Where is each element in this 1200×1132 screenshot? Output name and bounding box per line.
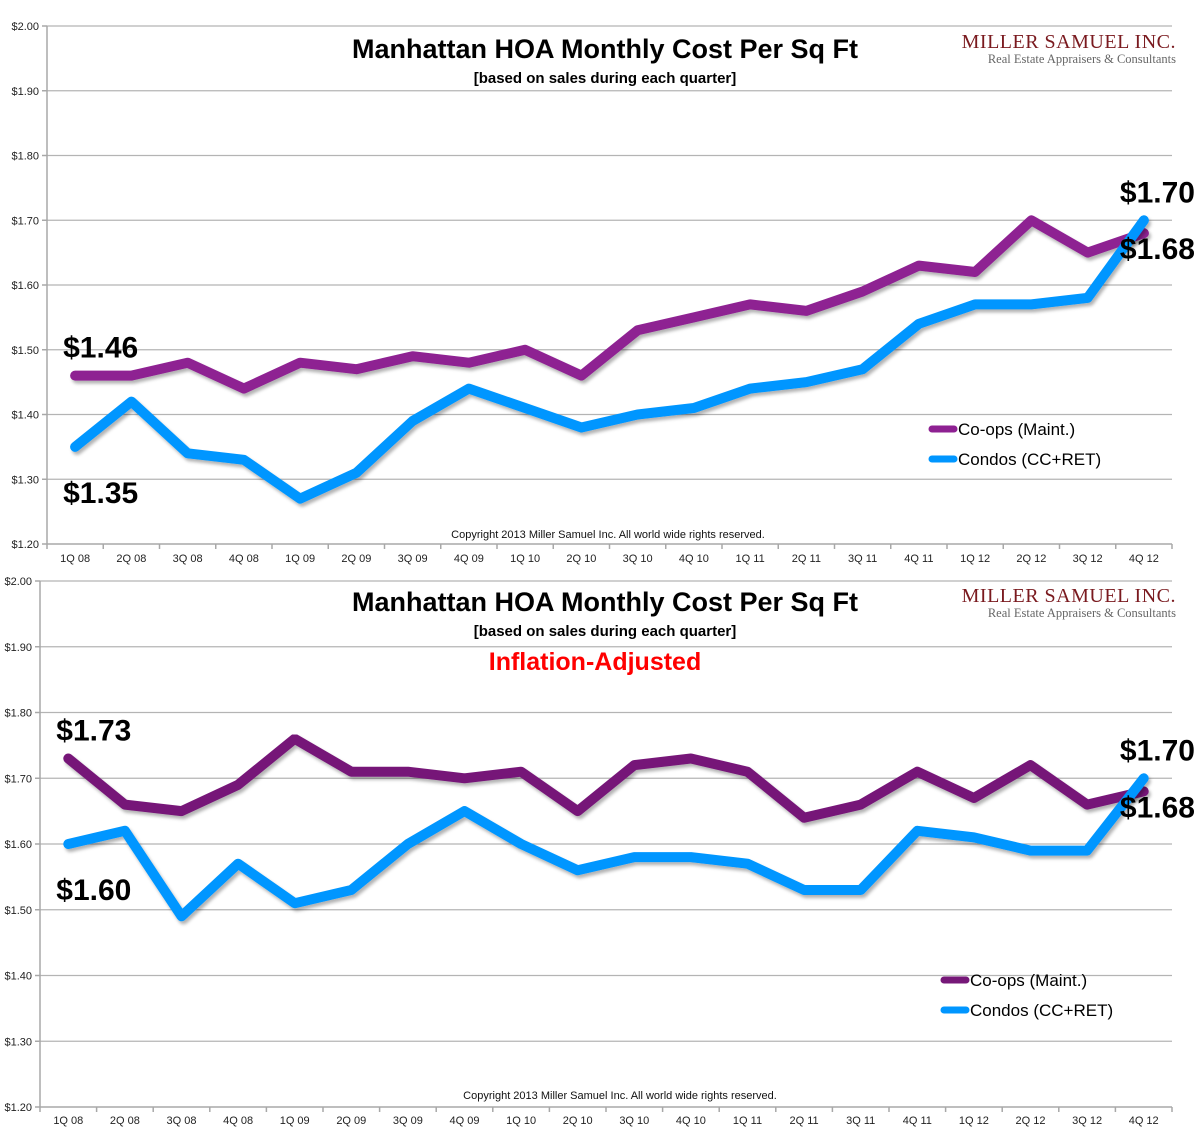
x-tick-label: 1Q 09 (280, 1115, 310, 1127)
value-annotation: $1.68 (1120, 233, 1195, 266)
series-line-coops (70, 215, 1149, 394)
x-tick-label: 1Q 11 (733, 1115, 762, 1127)
y-tick-label: $2.00 (4, 576, 32, 588)
x-tick-label: 2Q 10 (563, 1115, 593, 1127)
chart-title: Manhattan HOA Monthly Cost Per Sq Ft (352, 587, 858, 617)
y-tick-label: $1.20 (11, 539, 39, 551)
value-annotation: $1.35 (63, 477, 138, 510)
y-tick-label: $1.60 (4, 839, 32, 851)
inflation-adjusted-label: Inflation-Adjusted (489, 648, 701, 676)
y-tick-label: $1.50 (11, 345, 39, 357)
value-annotation: $1.46 (63, 332, 138, 365)
x-tick-label: 4Q 08 (229, 553, 259, 565)
x-tick-label: 2Q 10 (566, 553, 596, 565)
y-tick-label: $1.50 (4, 905, 32, 917)
x-tick-label: 1Q 09 (285, 553, 315, 565)
y-tick-label: $1.70 (11, 215, 39, 227)
legend-label-coops: Co-ops (Maint.) (958, 420, 1075, 439)
x-tick-label: 3Q 09 (393, 1115, 423, 1127)
y-tick-label: $1.30 (4, 1036, 32, 1048)
x-tick-label: 2Q 08 (116, 553, 146, 565)
brand-logo-name: MILLER SAMUEL INC. (962, 31, 1176, 53)
series-line-coops (63, 733, 1149, 823)
x-tick-label: 2Q 08 (110, 1115, 140, 1127)
y-tick-label: $1.70 (4, 773, 32, 785)
x-tick-label: 3Q 09 (398, 553, 428, 565)
legend-label-coops: Co-ops (Maint.) (970, 971, 1087, 990)
value-annotation: $1.73 (56, 715, 131, 748)
x-tick-label: 3Q 08 (167, 1115, 197, 1127)
y-tick-label: $1.90 (4, 642, 32, 654)
y-tick-label: $1.80 (4, 708, 32, 720)
x-tick-label: 1Q 12 (960, 553, 990, 565)
y-tick-label: $1.30 (11, 474, 39, 486)
brand-logo-tagline: Real Estate Appraisers & Consultants (988, 52, 1176, 66)
chart-subtitle: [based on sales during each quarter] (474, 70, 737, 87)
x-tick-label: 1Q 11 (736, 553, 765, 565)
y-tick-label: $1.20 (4, 1102, 32, 1114)
x-tick-label: 4Q 09 (450, 1115, 480, 1127)
chart-subtitle: [based on sales during each quarter] (474, 623, 737, 640)
y-tick-label: $1.60 (11, 280, 39, 292)
legend-label-condos: Condos (CC+RET) (958, 450, 1101, 469)
x-tick-label: 2Q 11 (792, 553, 821, 565)
x-tick-label: 4Q 11 (904, 553, 933, 565)
chart-title: Manhattan HOA Monthly Cost Per Sq Ft (352, 34, 858, 64)
x-tick-label: 4Q 10 (679, 553, 709, 565)
x-tick-label: 1Q 08 (60, 553, 90, 565)
x-tick-label: 2Q 09 (341, 553, 371, 565)
x-tick-label: 3Q 08 (173, 553, 203, 565)
x-tick-label: 1Q 10 (506, 1115, 536, 1127)
x-tick-label: 2Q 12 (1016, 553, 1046, 565)
chart-inflation-adjusted-svg: $1.20 $1.30 $1.40 $1.50 $1.60 $1.70 $1.80 $1.90… (4, 576, 1195, 1127)
x-tick-label: 4Q 11 (903, 1115, 932, 1127)
x-tick-label: 3Q 11 (848, 553, 877, 565)
value-annotation: $1.68 (1120, 791, 1195, 824)
x-tick-label: 3Q 11 (846, 1115, 875, 1127)
y-tick-label: $1.40 (4, 971, 32, 983)
x-tick-label: 4Q 08 (223, 1115, 253, 1127)
x-tick-label: 2Q 09 (336, 1115, 366, 1127)
x-tick-label: 4Q 12 (1129, 553, 1159, 565)
y-tick-label: $1.40 (11, 410, 39, 422)
value-annotation: $1.60 (56, 874, 131, 907)
chart-nominal: $1.20 $1.30 $1.40 $1.50 $1.60 $1.70 $1.80 $1.90… (11, 21, 1195, 565)
y-tick-label: $1.80 (11, 151, 39, 163)
series-line-condos (70, 215, 1149, 504)
x-tick-label: 3Q 10 (623, 553, 653, 565)
brand-logo-name: MILLER SAMUEL INC. (962, 585, 1176, 607)
value-annotation: $1.70 (1120, 734, 1195, 767)
series-line-condos (63, 773, 1149, 922)
brand-logo-tagline: Real Estate Appraisers & Consultants (988, 606, 1176, 620)
x-tick-label: 2Q 12 (1016, 1115, 1046, 1127)
x-tick-label: 4Q 09 (454, 553, 484, 565)
x-tick-label: 1Q 10 (510, 553, 540, 565)
legend-label-condos: Condos (CC+RET) (970, 1001, 1113, 1020)
y-tick-label: $2.00 (11, 21, 39, 33)
x-tick-label: 3Q 10 (619, 1115, 649, 1127)
x-tick-label: 3Q 12 (1073, 553, 1103, 565)
x-tick-label: 1Q 08 (53, 1115, 83, 1127)
copyright-notice: Copyright 2013 Miller Samuel Inc. All wo… (463, 1090, 777, 1102)
x-tick-label: 4Q 12 (1129, 1115, 1159, 1127)
x-tick-label: 4Q 10 (676, 1115, 706, 1127)
x-tick-label: 1Q 12 (959, 1115, 989, 1127)
x-tick-label: 3Q 12 (1072, 1115, 1102, 1127)
x-tick-label: 2Q 11 (790, 1115, 819, 1127)
y-tick-label: $1.90 (11, 86, 39, 98)
chart-inflation-adjusted: $1.20 $1.30 $1.40 $1.50 $1.60 $1.70 $1.80 $1.90… (0, 566, 1200, 1132)
copyright-notice: Copyright 2013 Miller Samuel Inc. All wo… (451, 529, 765, 541)
value-annotation: $1.70 (1120, 176, 1195, 209)
chart-nominal-svg: $1.20 $1.30 $1.40 $1.50 $1.60 $1.70 $1.80 $1.90… (11, 21, 1195, 565)
